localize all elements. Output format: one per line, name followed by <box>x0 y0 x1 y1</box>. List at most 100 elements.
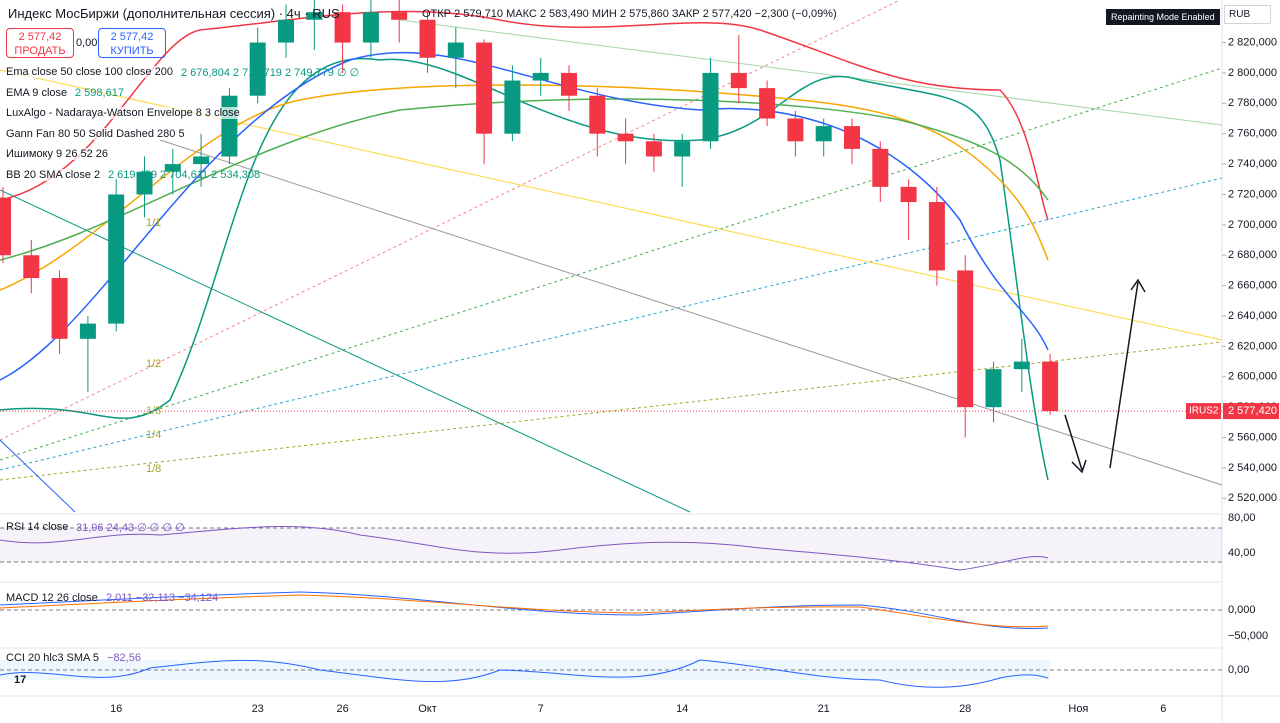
indicator-name: Gann Fan 80 50 Solid Dashed 280 5 <box>6 127 185 140</box>
x-tick-label: 7 <box>538 703 544 715</box>
candle-body <box>702 72 719 142</box>
x-tick-label: 21 <box>818 703 830 715</box>
x-tick-label: 16 <box>110 703 122 715</box>
x-tick-label: 6 <box>1160 703 1166 715</box>
candle-body <box>985 369 1002 408</box>
bb-upper <box>0 10 1049 221</box>
candle-body <box>674 141 691 157</box>
candle-body <box>589 95 606 134</box>
candle-body <box>504 80 521 134</box>
buy-label: КУПИТЬ <box>110 45 154 57</box>
currency[interactable]: RUB <box>1224 5 1272 24</box>
candle-body <box>561 72 577 96</box>
candle-body <box>617 133 634 142</box>
candle-body <box>51 278 68 339</box>
candle-body <box>787 118 804 142</box>
y-tick-label: 2 800,000 <box>1228 67 1277 79</box>
indicator-values: 2 598,617 <box>75 86 124 99</box>
candle-body <box>334 12 351 43</box>
last-price-label: 2 577,420 <box>1228 405 1277 417</box>
arrow <box>1109 281 1139 469</box>
sell-button[interactable]: 2 577,42 ПРОДАТЬ <box>6 28 74 58</box>
y-tick-label: 2 680,000 <box>1228 249 1277 261</box>
sell-price: 2 577,42 <box>18 31 62 43</box>
y-tick-label: 2 560,000 <box>1228 431 1277 443</box>
fan-line <box>0 341 1223 481</box>
candle-body <box>928 202 945 271</box>
symbol-tag: IRUS2 <box>1189 406 1219 417</box>
candle-body <box>306 12 323 20</box>
x-tick-label: 28 <box>959 703 971 715</box>
x-tick-label: Окт <box>418 703 437 715</box>
ema9 <box>0 51 1049 381</box>
y-tick-label: 2 820,000 <box>1228 36 1277 48</box>
candle-body <box>79 323 96 339</box>
y-tick-label: 2 540,000 <box>1228 462 1277 474</box>
candle-body <box>249 42 266 96</box>
y-tick-label: 2 720,000 <box>1228 188 1277 200</box>
pane-legend: CCI 20 hlc3 SMA 5 <box>6 652 99 664</box>
pane-tick-label: 40,00 <box>1228 547 1256 559</box>
candle-body <box>23 255 40 279</box>
candle-body <box>815 126 832 142</box>
candle-body <box>872 148 889 187</box>
cci-line <box>0 659 1049 688</box>
pane-tick-label: 0,000 <box>1228 604 1256 616</box>
candle-body <box>645 141 662 157</box>
candle-body <box>447 42 464 58</box>
buy-button[interactable]: 2 577,42 КУПИТЬ <box>98 28 166 58</box>
indicator-name: Ишимоку 9 26 52 26 <box>6 148 109 160</box>
candle-body <box>844 126 860 149</box>
macd-line <box>0 591 1049 630</box>
y-tick-label: 2 520,000 <box>1228 492 1277 504</box>
last-price-bg <box>1223 403 1279 420</box>
candle-body <box>532 72 549 81</box>
logo: 17 <box>14 674 26 686</box>
candle-body <box>221 95 238 157</box>
candle-body <box>419 19 436 58</box>
indicator-values: 2 676,804 2 715,719 2 749,779 ∅ ∅ <box>181 67 360 79</box>
indicator-values: 2 619,459 2 704,611 2 534,308 <box>108 168 261 181</box>
candle-body <box>362 12 379 43</box>
pane-legend: RSI 14 close <box>6 521 69 533</box>
fan-label: 1/3 <box>146 405 162 417</box>
fan-label: 1/2 <box>146 358 162 370</box>
rsi-line <box>0 526 1049 571</box>
y-tick-label: 2 780,000 <box>1228 97 1277 109</box>
candle-body <box>193 156 210 165</box>
pane-values: −82,56 <box>107 652 141 664</box>
indicator-name: LuxAlgo - Nadaraya-Watson Envelope 8 3 c… <box>6 107 240 119</box>
arrow-head <box>1130 278 1146 293</box>
arrow-head <box>1071 459 1087 474</box>
candle-body <box>900 186 917 203</box>
candle-body <box>476 42 493 134</box>
pane-values: 31,96 24,43 ∅ ∅ ∅ ∅ <box>76 522 185 534</box>
x-tick-label: Ноя <box>1068 703 1088 715</box>
candle-body <box>0 197 11 256</box>
pane-legend: MACD 12 26 close <box>6 592 98 604</box>
candle-body <box>136 171 153 195</box>
y-tick-label: 2 600,000 <box>1228 371 1277 383</box>
candle-body <box>1042 361 1059 412</box>
indicator-name: EMA 9 close <box>6 86 68 99</box>
pane-tick-label: 80,00 <box>1228 512 1256 524</box>
pane-values: 2,011 −32,113 −34,124 <box>106 592 219 604</box>
y-tick-label: 2 640,000 <box>1228 310 1277 322</box>
candle-body <box>730 72 747 89</box>
fan-label: 1/8 <box>146 463 162 475</box>
arrow <box>1064 414 1083 471</box>
signal-line <box>0 594 1049 628</box>
y-tick-label: 2 740,000 <box>1228 158 1277 170</box>
candle-body <box>391 12 408 20</box>
candle-body <box>759 88 776 119</box>
y-tick-label: 2 660,000 <box>1228 280 1277 292</box>
fan-label: 1/4 <box>146 429 162 441</box>
trend-line <box>399 19 1223 126</box>
candle-body <box>108 194 125 324</box>
candle-body <box>278 19 294 43</box>
indicator-name: Ema close 50 close 100 close 200 <box>6 66 173 78</box>
y-tick-label: 2 760,000 <box>1228 128 1277 140</box>
pane-tick-label: 0,00 <box>1228 664 1249 676</box>
candle-body <box>1013 361 1030 370</box>
